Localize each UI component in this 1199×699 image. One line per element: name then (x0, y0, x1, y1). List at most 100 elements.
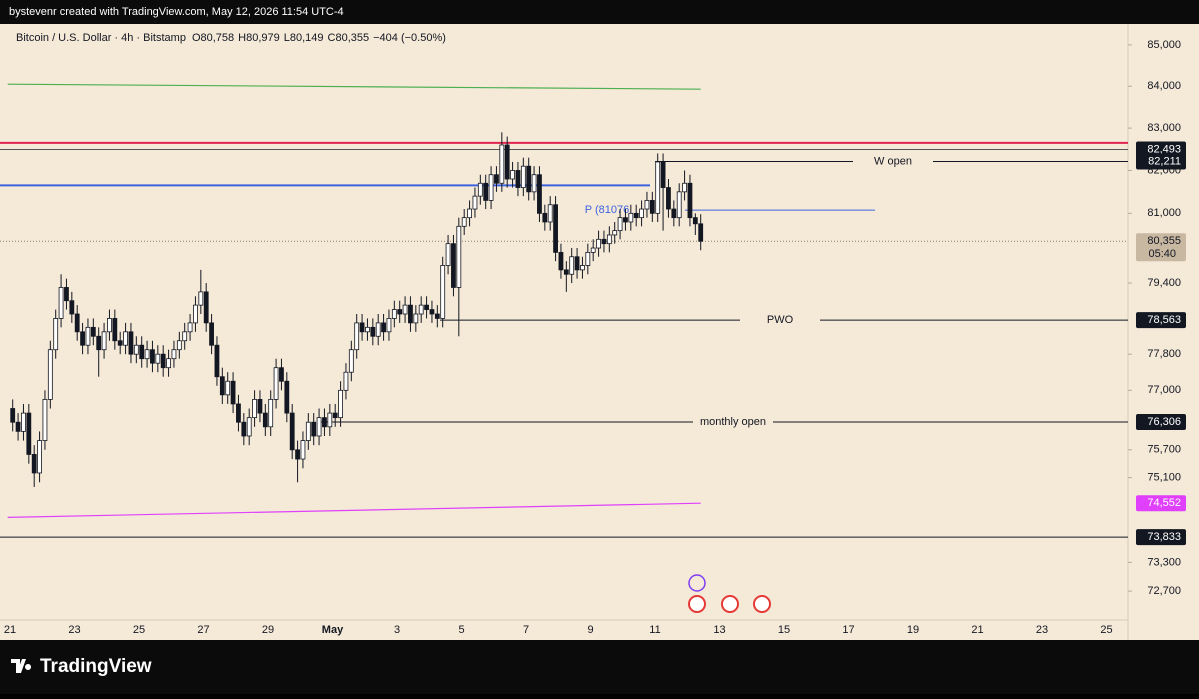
event-icons (688, 574, 771, 613)
candle-body (671, 208, 677, 219)
candle-body (230, 380, 236, 405)
x-tick-label: 17 (842, 624, 854, 636)
x-tick-label: 9 (587, 624, 593, 636)
candle-body (649, 200, 655, 214)
x-tick-label: 15 (778, 624, 790, 636)
y-tick-label: 72,700 (1147, 585, 1181, 597)
symbol: Bitcoin / U.S. Dollar · 4h · Bitstamp (16, 32, 186, 44)
candle-body (590, 247, 596, 253)
header-text: bystevenr created with TradingView.com, … (9, 6, 344, 18)
candle-body (402, 304, 408, 315)
candle-body (639, 208, 644, 219)
candle-body (74, 313, 80, 333)
candle-body (601, 238, 607, 245)
y-tick-label: 77,000 (1147, 384, 1181, 396)
candle-body (520, 165, 526, 188)
x-tick-label: 13 (713, 624, 725, 636)
candle-body (445, 243, 451, 266)
price-label-bg (1136, 495, 1186, 512)
candle-body (241, 421, 247, 437)
candle-body (289, 412, 295, 451)
candle-body (112, 318, 118, 342)
legend-value: O80,758 (192, 32, 234, 44)
candle-body (300, 440, 306, 460)
candle-body (338, 389, 343, 419)
candle-body (418, 304, 424, 315)
candle-body (537, 174, 542, 214)
price-label: 73,833 (1147, 531, 1181, 543)
candle-body (144, 349, 150, 360)
candle-body (381, 322, 386, 333)
candle-body (623, 217, 628, 223)
x-tick-label: 27 (197, 624, 209, 636)
level-text: P (81076 (585, 204, 629, 216)
current-price-label: 80,355 (1147, 235, 1181, 247)
candle-body (123, 331, 128, 346)
candle-body (451, 243, 456, 288)
candle-body (90, 326, 96, 337)
candle-body (365, 326, 370, 333)
countdown: 05:40 (1148, 248, 1176, 260)
chart-area (0, 24, 1199, 640)
candle-body (58, 287, 64, 319)
x-tick-label: 29 (262, 624, 274, 636)
candle-body (488, 174, 494, 201)
candle-body (574, 256, 580, 271)
candle-body (569, 256, 575, 275)
candle-body (687, 182, 693, 219)
candle-body (633, 212, 639, 219)
current-price-bg (1136, 233, 1186, 262)
y-tick-label: 75,100 (1147, 472, 1181, 484)
candle-body (64, 287, 69, 302)
candle-body (176, 340, 182, 351)
header-bar (0, 0, 1199, 24)
candle-body (219, 376, 225, 396)
candle-body (348, 349, 354, 373)
candle-body (198, 291, 204, 306)
legend-value: C80,355 (328, 32, 370, 44)
candle-body (391, 309, 397, 319)
candle-body (295, 449, 300, 460)
footer-bar (0, 640, 1199, 694)
candle-body (273, 367, 279, 400)
candle-body (531, 174, 537, 193)
candle-body (655, 161, 661, 214)
x-tick-label: 7 (523, 624, 529, 636)
candle-body (397, 309, 403, 315)
candle-body (494, 174, 499, 184)
candle-body (160, 353, 166, 369)
y-tick-label: 79,400 (1147, 277, 1181, 289)
candle-body (150, 349, 155, 364)
price-label: 76,306 (1147, 416, 1181, 428)
candle-body (375, 322, 381, 337)
x-tick-label: 11 (649, 624, 660, 636)
candle-body (187, 322, 193, 333)
moving-average (7, 502, 701, 518)
candle-body (467, 208, 472, 219)
candle-body (225, 380, 231, 396)
candle-body (477, 182, 483, 197)
candle-body (606, 234, 612, 245)
x-tick-label: 3 (394, 624, 400, 636)
candle-body (413, 313, 419, 324)
candle-body (499, 144, 505, 184)
x-tick-label: 19 (907, 624, 919, 636)
candle-body (676, 191, 682, 219)
x-tick-label: 25 (1100, 624, 1112, 636)
candle-body (483, 182, 489, 201)
price-label-bg (1136, 413, 1186, 430)
level-text: PWO (767, 314, 794, 326)
candle-body (166, 358, 171, 369)
y-tick-label: 75,700 (1147, 444, 1181, 456)
price-label: 82,493 (1147, 143, 1181, 155)
candle-body (343, 371, 349, 391)
candle-body (408, 304, 413, 324)
price-label: 78,563 (1147, 314, 1181, 326)
y-tick-label: 73,300 (1147, 556, 1181, 568)
candle-body (203, 291, 209, 324)
legend-value: L80,149 (284, 32, 324, 44)
candle-body (101, 331, 107, 351)
x-tick-label: 5 (458, 624, 464, 636)
legend-value: −404 (−0.50%) (373, 32, 446, 44)
